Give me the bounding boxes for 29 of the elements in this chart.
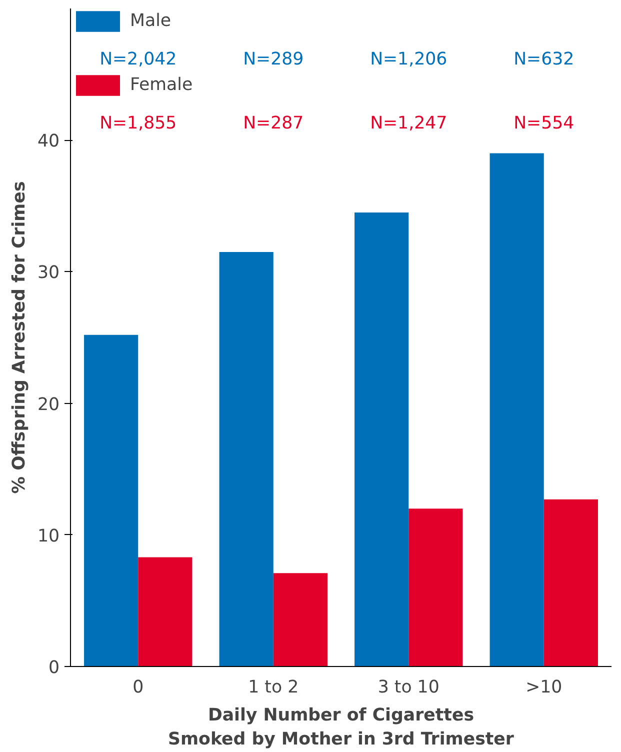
x-tick-label: 0 bbox=[132, 678, 144, 698]
bar bbox=[84, 334, 138, 666]
y-tick-label: 30 bbox=[37, 263, 60, 284]
y-tick-label: 40 bbox=[37, 132, 60, 152]
y-tick-label: 10 bbox=[37, 526, 60, 546]
x-tick-label: 1 to 2 bbox=[248, 678, 299, 698]
bar bbox=[138, 557, 192, 666]
annotation: N=1,206 bbox=[370, 50, 448, 70]
bar bbox=[219, 252, 274, 666]
x-axis-title: Daily Number of Cigarettes Smoked by Mother in 3rd Trimester bbox=[168, 706, 514, 750]
annotation: N=632 bbox=[514, 50, 574, 70]
bar bbox=[490, 153, 544, 666]
bar bbox=[354, 212, 409, 666]
x-tick-label: >10 bbox=[526, 678, 562, 698]
bar bbox=[273, 573, 328, 666]
legend-label: Female bbox=[130, 75, 193, 95]
bar bbox=[544, 499, 598, 666]
y-tick-label: 0 bbox=[48, 658, 60, 678]
legend-label: Male bbox=[130, 11, 172, 31]
annotation: N=2,042 bbox=[100, 50, 177, 70]
annotation: N=1,855 bbox=[100, 114, 177, 134]
annotation: N=1,247 bbox=[370, 114, 448, 134]
x-tick-label: 3 to 10 bbox=[378, 678, 440, 698]
bar bbox=[408, 508, 463, 666]
annotation: N=289 bbox=[243, 50, 304, 70]
y-tick-label: 20 bbox=[37, 394, 60, 415]
annotation: N=287 bbox=[243, 114, 304, 134]
annotation: N=554 bbox=[514, 114, 574, 134]
y-axis-title: % Offspring Arrested for Crimes bbox=[9, 181, 30, 494]
